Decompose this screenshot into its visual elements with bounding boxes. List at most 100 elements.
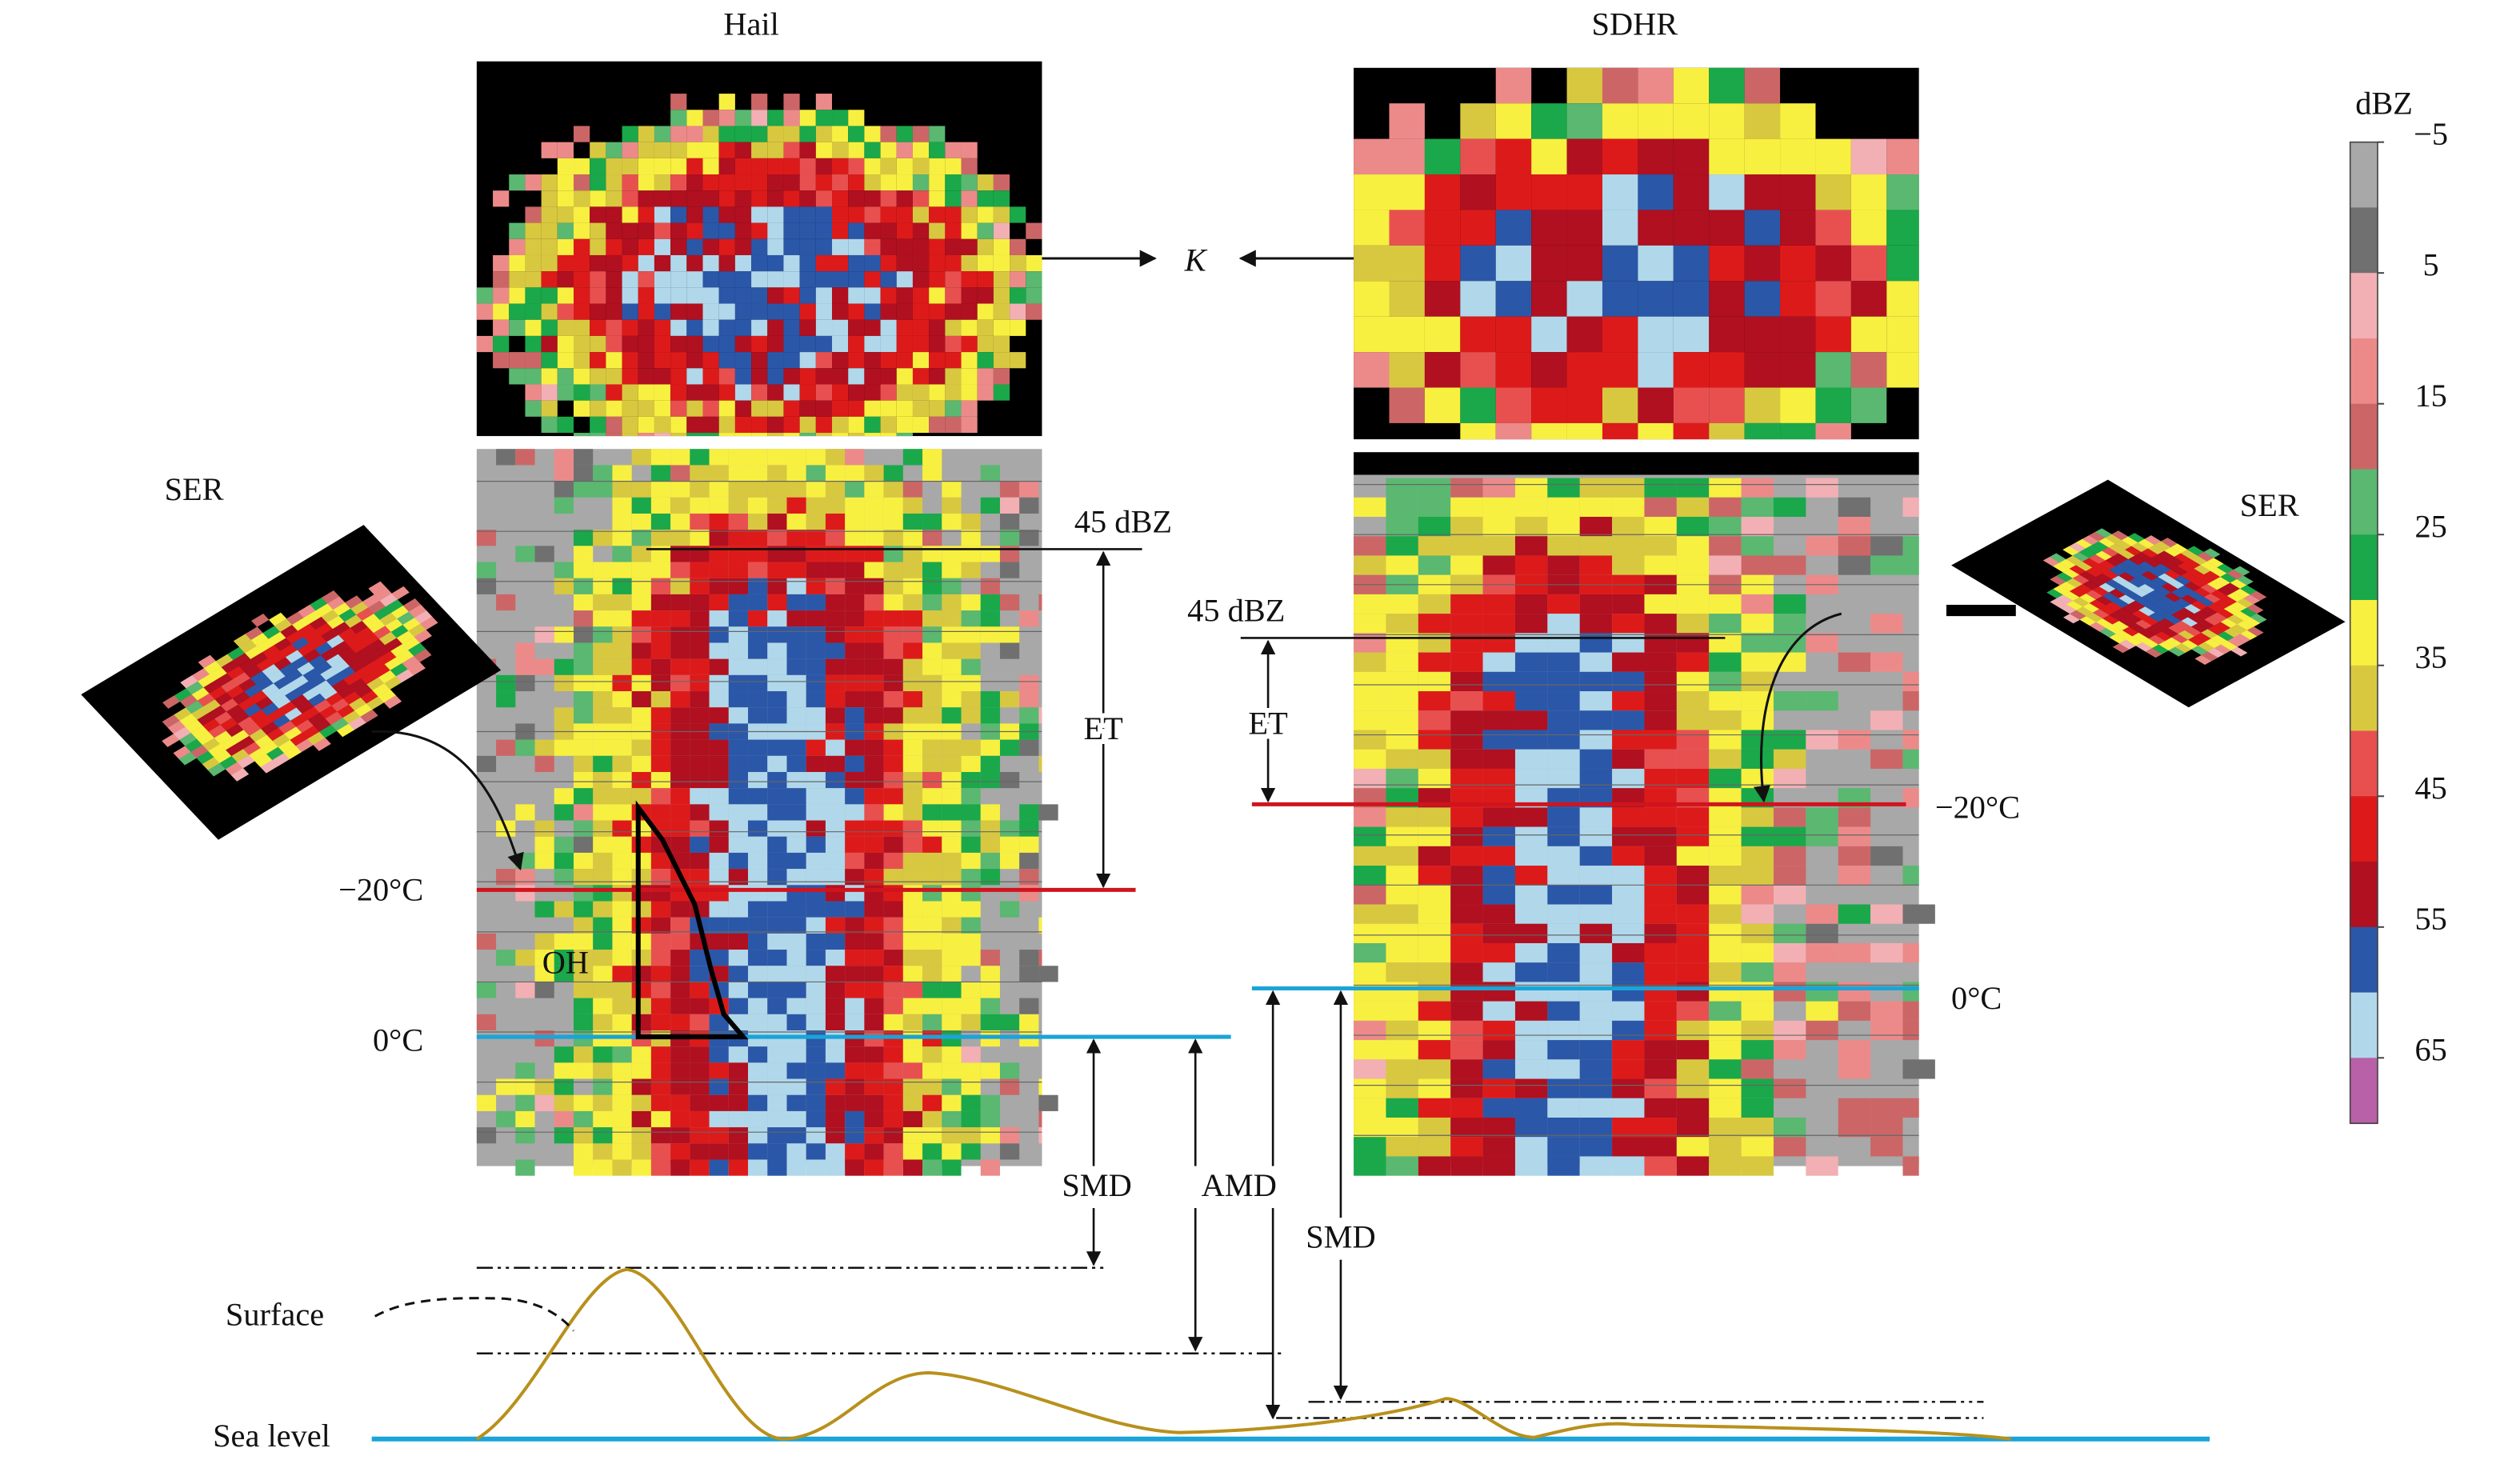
pixel xyxy=(273,676,292,690)
pixel xyxy=(1482,1020,1515,1041)
pixel xyxy=(309,635,327,650)
pixel xyxy=(2190,555,2208,566)
pixel xyxy=(845,852,865,870)
pixel xyxy=(709,901,729,918)
pixel xyxy=(728,707,749,724)
pixel xyxy=(1741,614,1774,634)
pixel xyxy=(1709,1001,1742,1021)
pixel xyxy=(922,513,942,530)
pixel xyxy=(883,804,903,821)
pixel xyxy=(631,1014,651,1030)
pixel xyxy=(631,901,651,918)
pixel xyxy=(554,707,574,724)
pixel xyxy=(302,687,321,701)
pixel xyxy=(1709,730,1742,750)
pixel xyxy=(291,636,310,650)
pixel xyxy=(825,1159,846,1176)
pixel xyxy=(922,901,942,918)
pixel xyxy=(883,788,903,805)
pixel xyxy=(799,158,816,175)
pixel xyxy=(1010,254,1026,272)
pixel xyxy=(670,836,690,853)
pixel xyxy=(1744,103,1781,139)
pixel xyxy=(554,1110,574,1128)
pixel xyxy=(1780,174,1816,210)
pixel xyxy=(2076,606,2094,617)
pixel xyxy=(250,632,269,646)
pixel xyxy=(748,869,768,886)
pixel xyxy=(2171,588,2188,598)
pixel xyxy=(650,982,671,998)
pixel xyxy=(748,594,768,611)
pixel xyxy=(650,788,671,805)
pixel xyxy=(734,222,752,239)
pixel xyxy=(806,530,826,546)
pixel xyxy=(2240,585,2258,595)
pixel xyxy=(1612,497,1645,518)
pixel xyxy=(1612,1118,1645,1138)
pixel xyxy=(2086,567,2103,578)
pixel xyxy=(1806,923,1838,943)
pixel xyxy=(864,1078,884,1095)
pixel xyxy=(751,303,768,320)
pixel xyxy=(786,771,806,789)
pixel xyxy=(880,126,897,142)
pixel xyxy=(1870,1098,1903,1118)
pixel xyxy=(574,158,590,175)
pixel xyxy=(1612,536,1645,556)
pixel xyxy=(1424,174,1461,210)
pixel xyxy=(631,481,651,498)
pixel xyxy=(980,594,1000,611)
colorbar-unit: dBZ xyxy=(2355,86,2413,122)
pixel xyxy=(407,662,426,676)
pixel xyxy=(961,222,978,239)
pixel xyxy=(1886,245,1919,282)
pixel xyxy=(208,743,226,758)
pixel xyxy=(612,562,632,578)
pixel xyxy=(2129,622,2146,634)
pixel xyxy=(1709,904,1742,924)
pixel xyxy=(945,142,962,158)
pixel xyxy=(631,771,651,789)
pixel xyxy=(825,901,846,918)
pixel xyxy=(767,820,787,837)
pixel xyxy=(1579,826,1613,846)
pixel xyxy=(2174,643,2192,654)
pixel xyxy=(799,222,816,239)
pixel xyxy=(1386,1098,1418,1118)
pixel xyxy=(1354,885,1386,905)
pixel xyxy=(2147,545,2165,555)
pixel xyxy=(786,998,806,1014)
pixel xyxy=(2134,551,2152,562)
pixel xyxy=(209,666,228,681)
pixel xyxy=(880,254,897,272)
colorbar-tick-label: 45 xyxy=(2414,770,2446,806)
pixel xyxy=(650,1046,671,1063)
pixel xyxy=(278,701,297,715)
pixel xyxy=(654,368,671,385)
pixel xyxy=(825,1046,846,1063)
pixel xyxy=(942,966,962,982)
pixel xyxy=(977,384,994,401)
pixel xyxy=(631,852,651,870)
pixel xyxy=(783,319,800,336)
pixel xyxy=(612,820,632,837)
pixel xyxy=(1638,387,1674,423)
pixel xyxy=(799,400,816,417)
pixel xyxy=(786,950,806,966)
pixel xyxy=(806,578,826,594)
pixel xyxy=(541,222,558,239)
pixel xyxy=(1850,174,1887,210)
pixel xyxy=(825,771,846,789)
pixel xyxy=(262,626,281,639)
pixel xyxy=(702,303,719,320)
pixel xyxy=(728,755,749,772)
pixel xyxy=(638,303,654,320)
pixel xyxy=(702,158,719,175)
pixel xyxy=(786,674,806,692)
pixel xyxy=(767,158,784,175)
pixel xyxy=(815,319,833,336)
pixel xyxy=(929,174,946,191)
pixel xyxy=(783,303,800,320)
